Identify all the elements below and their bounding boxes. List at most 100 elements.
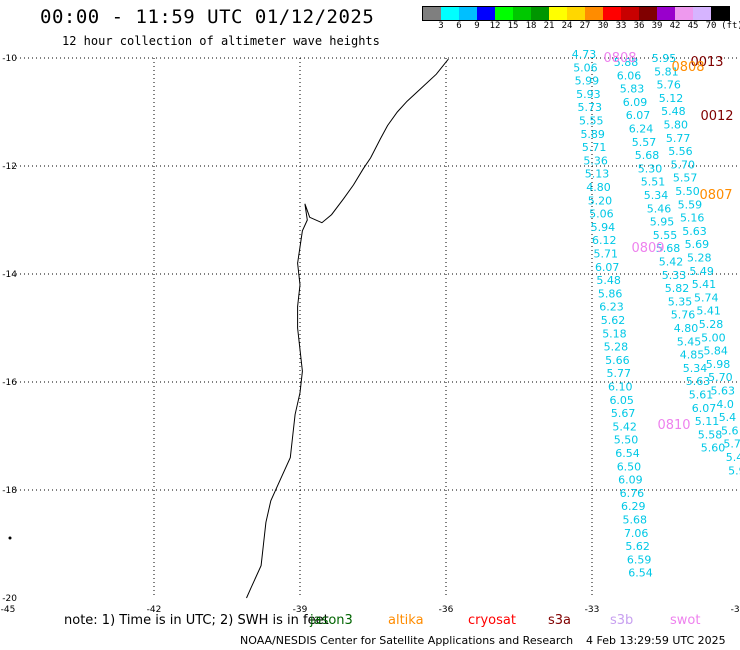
swh-value: 5.18: [602, 327, 627, 340]
swh-value: 5.99: [575, 75, 600, 88]
pass-time-label: 0809: [631, 241, 664, 256]
legend-item-altika: altika: [388, 613, 424, 628]
swh-value: 6.54: [615, 447, 640, 460]
colorbar-swatch: [567, 7, 585, 20]
swh-value: 5.28: [687, 252, 712, 265]
swh-value: 6.59: [627, 553, 652, 566]
pass-time-label: 0012: [700, 109, 733, 124]
legend-item-swot: swot: [670, 613, 701, 628]
swh-value: 5.51: [641, 176, 666, 189]
swh-value: 5.95: [652, 52, 677, 65]
swh-value: 5.33: [662, 269, 687, 282]
legend-item-s3a: s3a: [548, 613, 572, 628]
swh-value: 5.35: [668, 295, 693, 308]
swh-value: 5.28: [604, 341, 629, 354]
swh-value: 5.89: [580, 128, 605, 141]
swh-value: 5.16: [680, 212, 705, 225]
swh-value: 6.07: [692, 402, 717, 415]
colorbar-swatch: [693, 7, 711, 20]
swh-value: 5.94: [591, 221, 616, 234]
colorbar-label: 21: [543, 21, 555, 31]
swh-value: 5.93: [576, 88, 601, 101]
swh-value: 5.63: [682, 225, 707, 238]
swh-value: 5.4: [726, 451, 740, 464]
swh-value: 6.10: [608, 381, 633, 394]
swh-value: 5.98: [706, 358, 731, 371]
swh-value: 5.50: [675, 185, 700, 198]
page-title: 00:00 - 11:59 UTC 01/12/2025: [40, 6, 375, 28]
pass-time-label: 0807: [699, 188, 732, 203]
swh-value: 5.30: [638, 162, 663, 175]
swh-value: 5.48: [661, 105, 686, 118]
swh-value: 5.50: [614, 434, 639, 447]
lat-tick-label: -14: [2, 270, 17, 280]
legend-item-cryosat: cryosat: [468, 613, 516, 628]
swh-value: 5.83: [620, 83, 645, 96]
swh-value: 6.23: [599, 301, 624, 314]
lat-tick-label: -20: [2, 594, 17, 604]
swh-value: 6.29: [621, 500, 646, 513]
swh-value: 5.62: [625, 540, 650, 553]
swh-value: 5.63: [686, 375, 711, 388]
lon-tick-label: -45: [1, 605, 16, 615]
lon-tick-label: -39: [293, 605, 308, 615]
swh-value: 5.55: [653, 229, 678, 242]
swh-value: 5.76: [656, 79, 681, 92]
swh-value: 5.81: [654, 65, 679, 78]
swh-value: 5.34: [683, 362, 708, 375]
swh-value: 5.41: [696, 305, 721, 318]
credit-text: NOAA/NESDIS Center for Satellite Applica…: [240, 634, 574, 647]
swh-value: 5.70: [671, 158, 696, 171]
colorbar-swatch: [495, 7, 513, 20]
swh-value: 5.57: [673, 172, 698, 185]
colorbar-label: 12: [489, 21, 501, 31]
swh-value: 4.73: [572, 48, 597, 61]
swh-value: 5.20: [588, 194, 613, 207]
coastline-speck: [8, 536, 12, 540]
swh-value: 6.54: [628, 567, 653, 580]
swh-value: 5.7: [723, 438, 740, 451]
swh-value: 6.76: [620, 487, 645, 500]
swh-value: 5.6: [721, 424, 739, 437]
lon-tick-label: -42: [147, 605, 162, 615]
colorbar-label: 18: [525, 21, 537, 31]
swh-value: 5.71: [594, 248, 619, 261]
colorbar-swatch: [585, 7, 603, 20]
swh-value: 5.66: [605, 354, 630, 367]
swh-value: 6.24: [629, 123, 654, 136]
swh-value: 5.70: [708, 371, 733, 384]
pass-time-label: 0808: [671, 60, 704, 75]
lon-tick-label: -36: [439, 605, 454, 615]
lat-tick-label: -16: [2, 378, 17, 388]
swh-value: 5.73: [578, 101, 603, 114]
swh-value: 5.00: [701, 331, 726, 344]
swh-value: 4.85: [680, 349, 705, 362]
swh-value: 5.13: [585, 168, 610, 181]
swh-value: 4.80: [586, 181, 611, 194]
colorbar: [422, 6, 730, 21]
swh-value: 5.71: [582, 141, 607, 154]
lat-tick-label: -18: [2, 486, 17, 496]
colorbar-label: 9: [474, 21, 480, 31]
colorbar-swatch: [549, 7, 567, 20]
colorbar-swatch: [531, 7, 549, 20]
swh-value: 6.06: [617, 69, 642, 82]
swh-value: 5.69: [685, 238, 710, 251]
colorbar-label: 3: [438, 21, 444, 31]
colorbar-label: 15: [507, 21, 519, 31]
pass-time-label: 0808: [603, 51, 636, 66]
swh-value: 5.46: [647, 202, 672, 215]
swh-value: 5.45: [677, 335, 702, 348]
swh-value: 4.0: [716, 398, 734, 411]
swh-value: 5.59: [678, 198, 703, 211]
swh-value: 5.06: [589, 208, 614, 221]
swh-value: 5.36: [583, 154, 608, 167]
colorbar-swatch: [603, 7, 621, 20]
swh-value: 5.60: [701, 442, 726, 455]
swh-value: 5.62: [601, 314, 626, 327]
swh-value: 4.80: [674, 322, 699, 335]
swh-value: 6.09: [623, 96, 648, 109]
swh-value: 5.9: [728, 464, 740, 477]
colorbar-swatch: [441, 7, 459, 20]
